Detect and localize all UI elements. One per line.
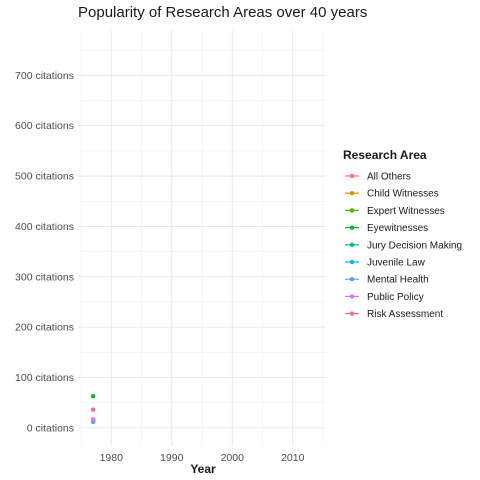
legend-key-point [349, 259, 355, 265]
legend-key-point [349, 242, 355, 247]
y-tick-label: 200 citations [15, 322, 74, 334]
legend-title: Research Area [343, 148, 427, 162]
data-point [90, 393, 96, 399]
data-point [90, 417, 96, 422]
legend-item: Risk Assessment [345, 309, 443, 320]
y-tick-label: 100 citations [15, 372, 74, 384]
legend-label: Child Witnesses [367, 189, 439, 200]
data-point [90, 407, 96, 412]
legend-label: Expert Witnesses [367, 206, 445, 217]
y-tick-label: 700 citations [15, 70, 74, 82]
chart-title: Popularity of Research Areas over 40 yea… [78, 4, 367, 21]
legend-label: All Others [367, 172, 411, 183]
legend-item: Jury Decision Making [345, 240, 462, 251]
legend-label: Public Policy [367, 292, 424, 303]
legend-key-point [349, 277, 355, 282]
y-axis-ticks: 0 citations 100 citations 200 citations 300… [15, 70, 74, 435]
x-tick-label: 1990 [160, 452, 184, 464]
legend-key-point [349, 225, 355, 230]
y-tick-label: 500 citations [15, 171, 74, 183]
legend-label: Eyewitnesses [367, 223, 428, 234]
x-tick-label: 2000 [221, 452, 245, 464]
series-group [90, 407, 96, 412]
x-tick-label: 2010 [281, 452, 305, 464]
legend-item: Eyewitnesses [345, 223, 428, 234]
legend-key-point [349, 191, 355, 196]
legend-item: Child Witnesses [345, 189, 439, 200]
legend-key-point [349, 208, 355, 213]
legend-label: Juvenile Law [367, 258, 426, 269]
legend-item: Juvenile Law [345, 258, 426, 269]
y-tick-label: 400 citations [15, 221, 74, 233]
series-group [90, 393, 96, 399]
legend-key-point [349, 173, 355, 179]
x-tick-label: 1980 [100, 452, 124, 464]
legend-item: Mental Health [345, 275, 429, 286]
y-tick-label: 600 citations [15, 120, 74, 132]
legend-item: Expert Witnesses [345, 206, 445, 217]
legend-item: Public Policy [345, 292, 424, 303]
y-tick-label: 0 citations [27, 422, 74, 434]
data-series [90, 393, 96, 425]
legend-item: All Others [345, 172, 411, 183]
y-tick-label: 300 citations [15, 271, 74, 283]
legend-key-point [349, 311, 355, 316]
legend-key-point [349, 294, 355, 299]
x-axis-ticks: 1980 1990 2000 2010 [100, 452, 305, 464]
series-group [90, 417, 96, 422]
legend-label: Jury Decision Making [367, 240, 462, 251]
x-axis-title: Year [190, 462, 216, 476]
legend-label: Risk Assessment [367, 309, 443, 320]
legend: Research Area All Others Child Witnesses E… [343, 148, 462, 320]
grid [78, 30, 326, 446]
legend-label: Mental Health [367, 275, 429, 286]
